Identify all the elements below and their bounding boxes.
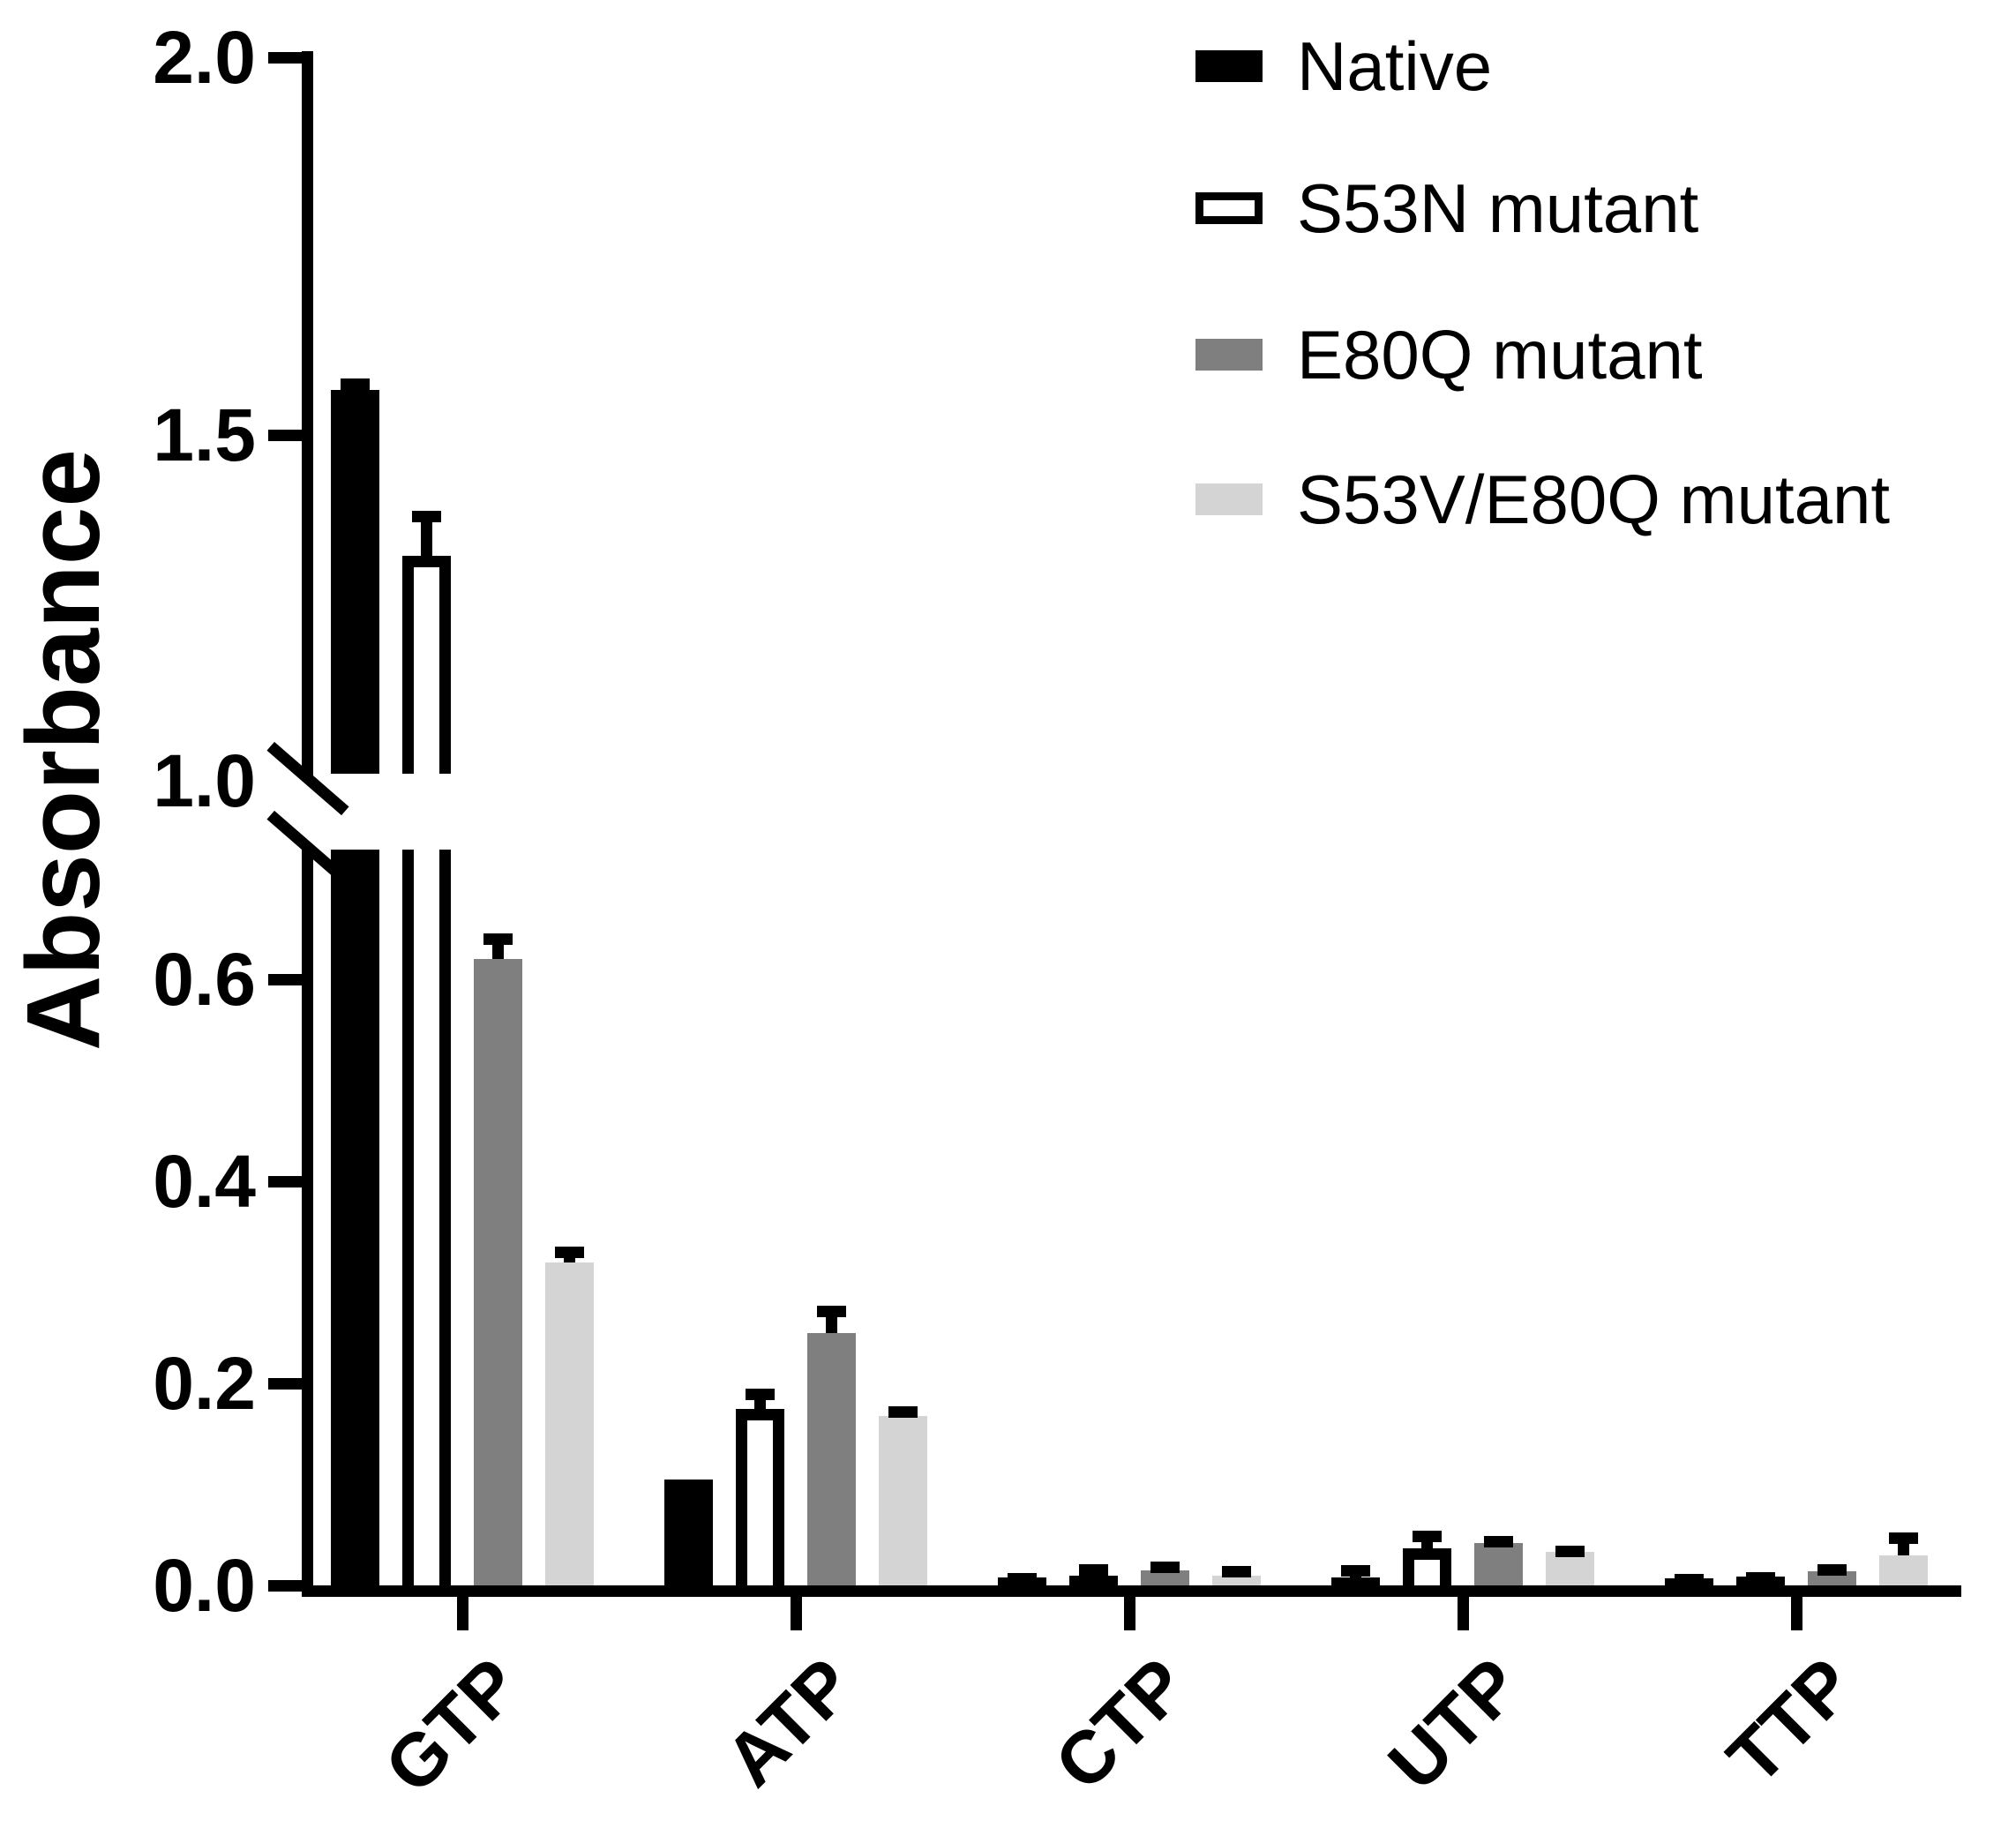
x-tick-label-ctp: CTP	[1038, 1642, 1203, 1806]
bar-ctp-1	[1069, 1575, 1118, 1587]
error-bar-cap	[817, 1305, 846, 1317]
error-bar-stem	[564, 1258, 575, 1262]
y-axis-tick	[268, 1579, 302, 1592]
bar-ctp-3	[1212, 1575, 1261, 1585]
bar-utp-3	[1546, 1552, 1594, 1585]
error-bar-cap	[412, 510, 441, 522]
legend-label-2: S53N mutant	[1297, 169, 1699, 247]
y-tick-label-0.2: 0.2	[153, 1342, 256, 1425]
bar-atp-2	[807, 1332, 856, 1585]
error-bar-cap	[1008, 1573, 1037, 1585]
y-tick-label-0.4: 0.4	[153, 1140, 256, 1223]
bar-ctp-2	[1141, 1570, 1189, 1585]
y-axis-lower-segment	[302, 850, 313, 1597]
error-bar-cap	[483, 933, 513, 946]
x-axis-tick	[1790, 1597, 1802, 1630]
y-tick-label-1.0: 1.0	[153, 739, 256, 822]
x-axis-tick	[790, 1597, 802, 1630]
bar-gtp-1	[402, 850, 451, 1585]
x-axis-line	[302, 1585, 1961, 1597]
error-bar-cap	[1222, 1566, 1251, 1578]
error-bar-cap	[1413, 1531, 1442, 1543]
y-tick-label-0.0: 0.0	[153, 1544, 256, 1627]
x-tick-label-gtp: GTP	[369, 1642, 536, 1809]
error-bar-cap	[1341, 1565, 1370, 1577]
error-bar-cap	[1889, 1532, 1918, 1545]
legend-swatch-1	[1195, 50, 1263, 82]
error-bar-cap	[1675, 1574, 1704, 1586]
bar-gtp-2	[474, 959, 522, 1585]
bar-utp-2	[1474, 1542, 1523, 1585]
error-bar-stem	[421, 521, 432, 556]
x-axis-tick	[456, 1597, 468, 1630]
error-bar-stem	[826, 1316, 837, 1333]
legend-label-4: S53V/E80Q mutant	[1297, 461, 1891, 538]
x-axis-tick	[1457, 1597, 1469, 1630]
legend-swatch-4	[1195, 483, 1263, 515]
y-axis-tick	[268, 1175, 302, 1187]
y-axis-upper-segment	[302, 51, 313, 781]
error-bar-stem	[492, 945, 504, 960]
error-bar-stem	[1898, 1544, 1909, 1555]
y-axis-tick	[268, 51, 302, 64]
error-bar-cap	[1555, 1546, 1585, 1558]
legend-label-1: Native	[1297, 27, 1493, 105]
error-bar-cap	[1484, 1535, 1513, 1547]
bar-gtp-0	[331, 389, 379, 774]
legend-swatch-2	[1195, 192, 1263, 224]
bar-gtp-1	[402, 555, 451, 774]
bar-atp-0	[664, 1479, 713, 1585]
error-bar-cap	[888, 1406, 918, 1419]
error-bar-cap	[555, 1247, 584, 1259]
error-bar-cap	[341, 378, 370, 390]
bar-ttp-3	[1879, 1555, 1928, 1585]
y-axis-tick	[268, 1377, 302, 1390]
y-tick-label-1.5: 1.5	[153, 393, 256, 476]
x-tick-label-utp: UTP	[1372, 1642, 1536, 1806]
bar-gtp-0	[331, 850, 379, 1585]
bar-utp-0	[1331, 1577, 1380, 1585]
y-axis-tick	[268, 429, 302, 441]
x-tick-label-atp: ATP	[709, 1642, 869, 1802]
error-bar-cap	[1746, 1572, 1775, 1585]
error-bar-cap	[746, 1388, 775, 1400]
error-bar-stem	[1421, 1542, 1433, 1548]
bar-utp-1	[1403, 1547, 1451, 1585]
error-bar-cap	[1150, 1561, 1180, 1573]
y-axis-tick	[268, 973, 302, 985]
y-tick-label-0.6: 0.6	[153, 938, 256, 1021]
x-axis-tick	[1123, 1597, 1135, 1630]
bar-atp-1	[736, 1408, 784, 1585]
error-bar-stem	[754, 1399, 766, 1409]
error-bar-cap	[1079, 1563, 1108, 1576]
y-tick-label-2.0: 2.0	[153, 16, 256, 99]
error-bar-cap	[1817, 1563, 1847, 1576]
bar-atp-3	[879, 1415, 927, 1585]
bar-gtp-3	[545, 1262, 594, 1585]
legend-swatch-3	[1195, 339, 1263, 371]
legend-label-3: E80Q mutant	[1297, 316, 1703, 393]
x-tick-label-ttp: TTP	[1712, 1642, 1870, 1801]
